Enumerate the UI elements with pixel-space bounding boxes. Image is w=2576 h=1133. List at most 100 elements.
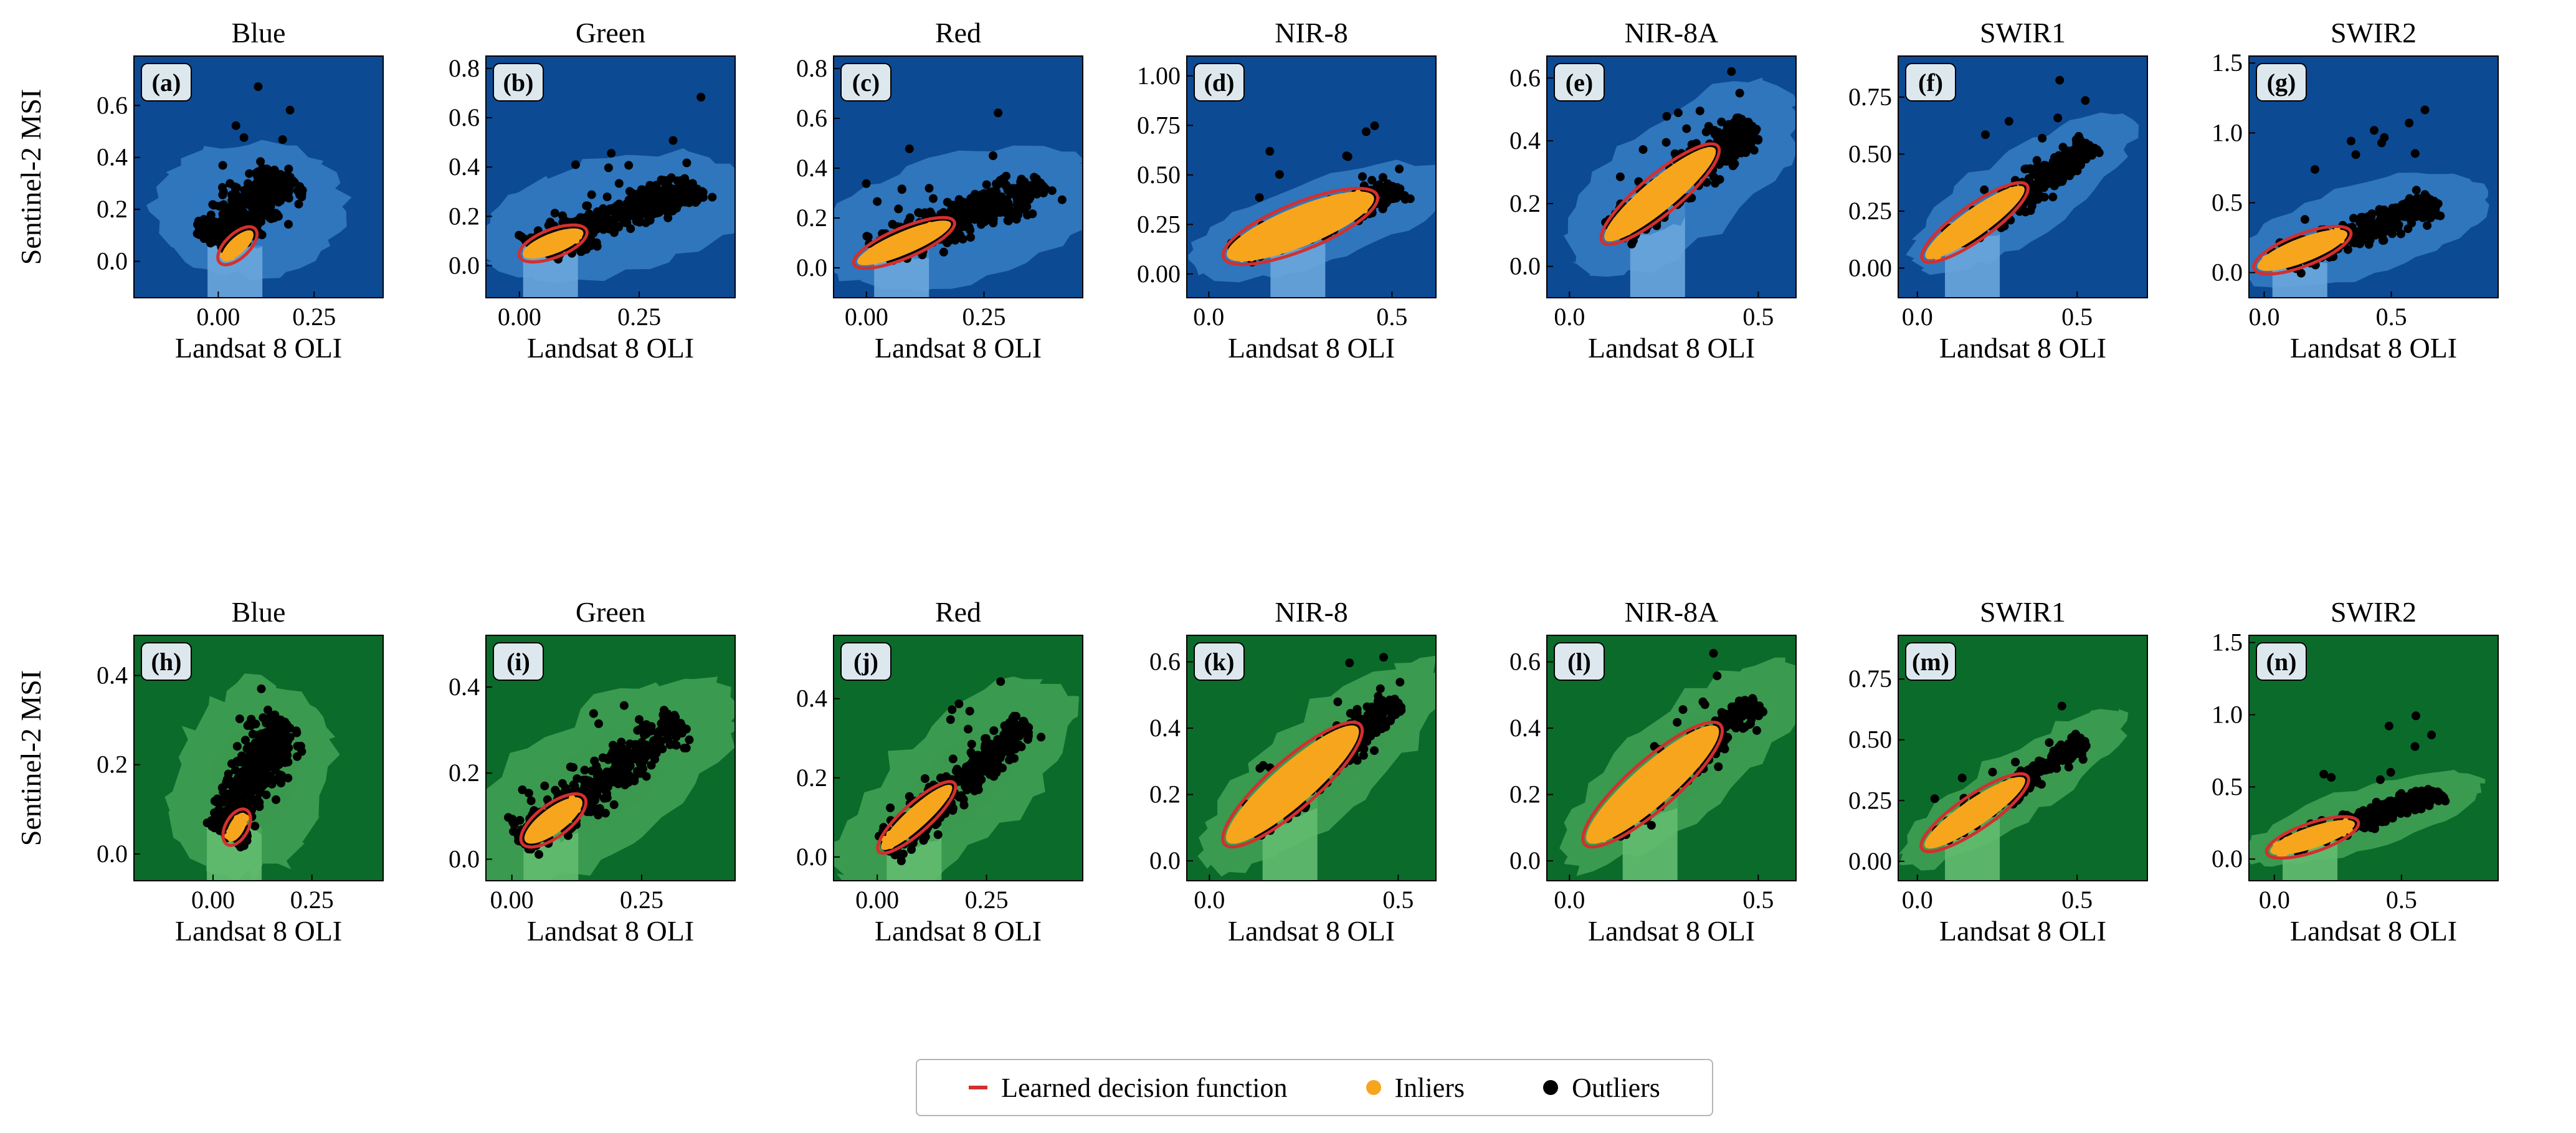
inlier-point [886, 843, 893, 849]
inlier-point [1238, 250, 1245, 257]
outlier-point [696, 93, 706, 102]
inlier-point [893, 827, 900, 833]
inlier-point [561, 235, 568, 242]
outlier-point [283, 757, 293, 767]
outlier-point [2033, 172, 2043, 181]
panel-badge [2256, 63, 2307, 102]
inlier-point [538, 822, 544, 828]
x-tick-label: 0.00 [191, 886, 235, 914]
inlier-point [888, 239, 895, 246]
outlier-point [1000, 721, 1009, 731]
outlier-point [285, 724, 295, 732]
y-tick-label: 0.75 [1848, 83, 1892, 111]
x-tick-label: 0.5 [2061, 303, 2093, 331]
outlier-point [268, 759, 277, 768]
outlier-point [234, 789, 244, 798]
inlier-point [2334, 229, 2341, 235]
outlier-point [989, 151, 998, 160]
outlier-point [1732, 147, 1741, 156]
decision-region-light [207, 245, 263, 298]
outlier-point [277, 740, 286, 749]
outlier-point [2362, 235, 2371, 245]
outlier-point [607, 149, 616, 158]
outlier-point [2041, 167, 2051, 176]
outlier-point [2423, 206, 2432, 216]
panel-title: NIR-8 [1275, 17, 1348, 49]
inlier-point [1321, 204, 1328, 211]
outlier-point [589, 219, 599, 229]
outlier-point [985, 754, 994, 762]
outlier-point [696, 192, 705, 202]
panel-frame [1186, 55, 1437, 298]
y-axis-label: Sentinel-2 MSI [15, 89, 47, 265]
outlier-point [915, 209, 924, 218]
outlier-point [943, 238, 952, 247]
inlier-point [534, 835, 541, 842]
inlier-point [571, 237, 578, 244]
inlier-point [2306, 241, 2313, 248]
outlier-point [670, 711, 679, 720]
panel-badge-label: (a) [152, 69, 181, 97]
outlier-point [612, 201, 622, 211]
outlier-point [1682, 124, 1691, 133]
outlier-point [2038, 133, 2047, 143]
inlier-point [1684, 166, 1691, 173]
outlier-point [615, 209, 625, 219]
inlier-point [1665, 177, 1671, 184]
x-axis-label: Landsat 8 OLI [175, 915, 342, 947]
outlier-point [672, 732, 681, 742]
inlier-point [1933, 249, 1940, 255]
outlier-point [982, 765, 991, 774]
outlier-point [625, 761, 635, 770]
panel-title: Green [576, 17, 645, 49]
outlier-point [1358, 172, 1367, 181]
outlier-point [1370, 121, 1379, 130]
y-tick-label: 0.0 [449, 252, 480, 280]
outlier-point [209, 201, 219, 210]
inlier-point [1991, 199, 1998, 206]
outlier-point [1717, 117, 1726, 126]
inlier-point [1625, 229, 1632, 235]
outlier-point [2433, 199, 2442, 208]
outlier-point [956, 223, 965, 232]
outlier-point [214, 797, 224, 807]
outlier-point [959, 800, 969, 810]
inlier-point [1614, 232, 1620, 238]
y-tick-label: 0.4 [449, 153, 480, 181]
outlier-point [996, 749, 1005, 758]
outlier-point [652, 209, 662, 218]
inlier-point [2003, 206, 2010, 212]
outlier-point [239, 133, 249, 142]
panel-plot-area [486, 635, 735, 881]
outlier-point [926, 207, 935, 217]
outlier-point [1024, 728, 1033, 737]
outlier-point [992, 196, 1002, 205]
outlier-point [1039, 184, 1048, 194]
outlier-point [2030, 196, 2039, 205]
inlier-point [1648, 197, 1655, 204]
inlier-point [232, 245, 239, 252]
inlier-point [890, 834, 897, 841]
panel-frame [833, 55, 1083, 298]
outlier-point [685, 184, 694, 194]
outlier-point [1057, 195, 1067, 204]
outlier-point [615, 767, 624, 777]
panel-frame [485, 635, 736, 881]
outlier-point [227, 797, 237, 807]
outlier-point [257, 176, 266, 186]
outlier-point [2080, 150, 2089, 159]
inlier-point [1975, 227, 1982, 234]
panel-badge-label: (g) [2267, 69, 2296, 97]
inlier-point [2338, 237, 2345, 244]
outlier-point [597, 215, 607, 224]
inlier-point [926, 797, 933, 804]
y-tick-label: 0.0 [97, 840, 128, 868]
outlier-point [226, 225, 234, 234]
panel-badge [141, 642, 192, 681]
inlier-point [1245, 246, 1252, 253]
outlier-point [649, 749, 658, 759]
inlier-point [1355, 189, 1361, 196]
outlier-point [948, 754, 958, 764]
inlier-point [556, 240, 563, 247]
outlier-point [1017, 194, 1026, 204]
